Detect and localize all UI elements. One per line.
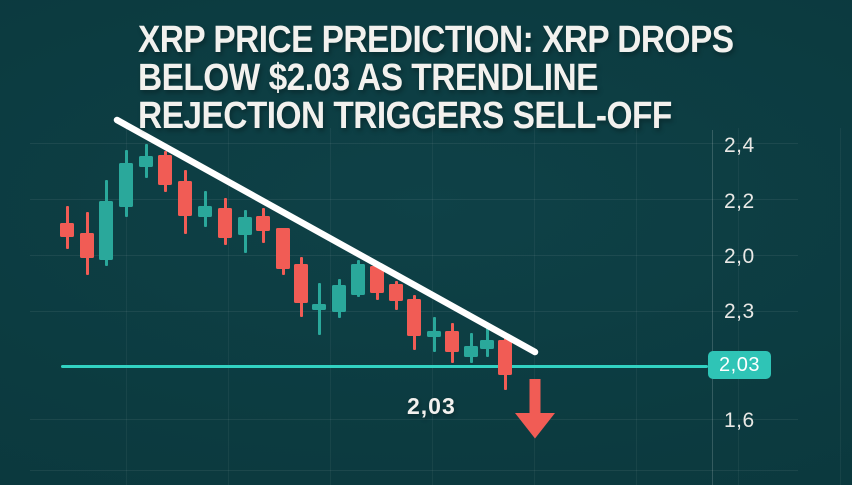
breakdown-price-annotation: 2,03 [407,393,456,419]
gridline-vertical [636,128,637,485]
y-axis-label: 2,3 [724,300,755,323]
y-axis-label: 2,2 [724,190,755,213]
gridline-vertical [840,128,841,485]
headline: XRP PRICE PREDICTION: XRP DROPS BELOW $2… [138,21,734,135]
candle-body-down [60,223,74,237]
candle-body-down [80,233,94,258]
y-axis-label: 2,0 [724,245,755,268]
price-badge: 2,03 [708,351,771,379]
headline-line-3: REJECTION TRIGGERS SELL-OFF [138,95,672,137]
candle-body-up [99,201,113,260]
headline-line-1: XRP PRICE PREDICTION: XRP DROPS [138,19,734,61]
y-axis-label: 2,4 [724,134,755,157]
gridline-vertical [738,128,739,485]
y-axis-label: 1,6 [724,409,755,432]
gridline-horizontal [30,470,798,471]
price-badge-value: 2,03 [719,353,760,376]
y-axis-line [712,130,713,485]
support-price-line [61,364,708,368]
headline-line-2: BELOW $2.03 AS TRENDLINE [138,57,598,99]
gridline-horizontal [30,419,798,420]
